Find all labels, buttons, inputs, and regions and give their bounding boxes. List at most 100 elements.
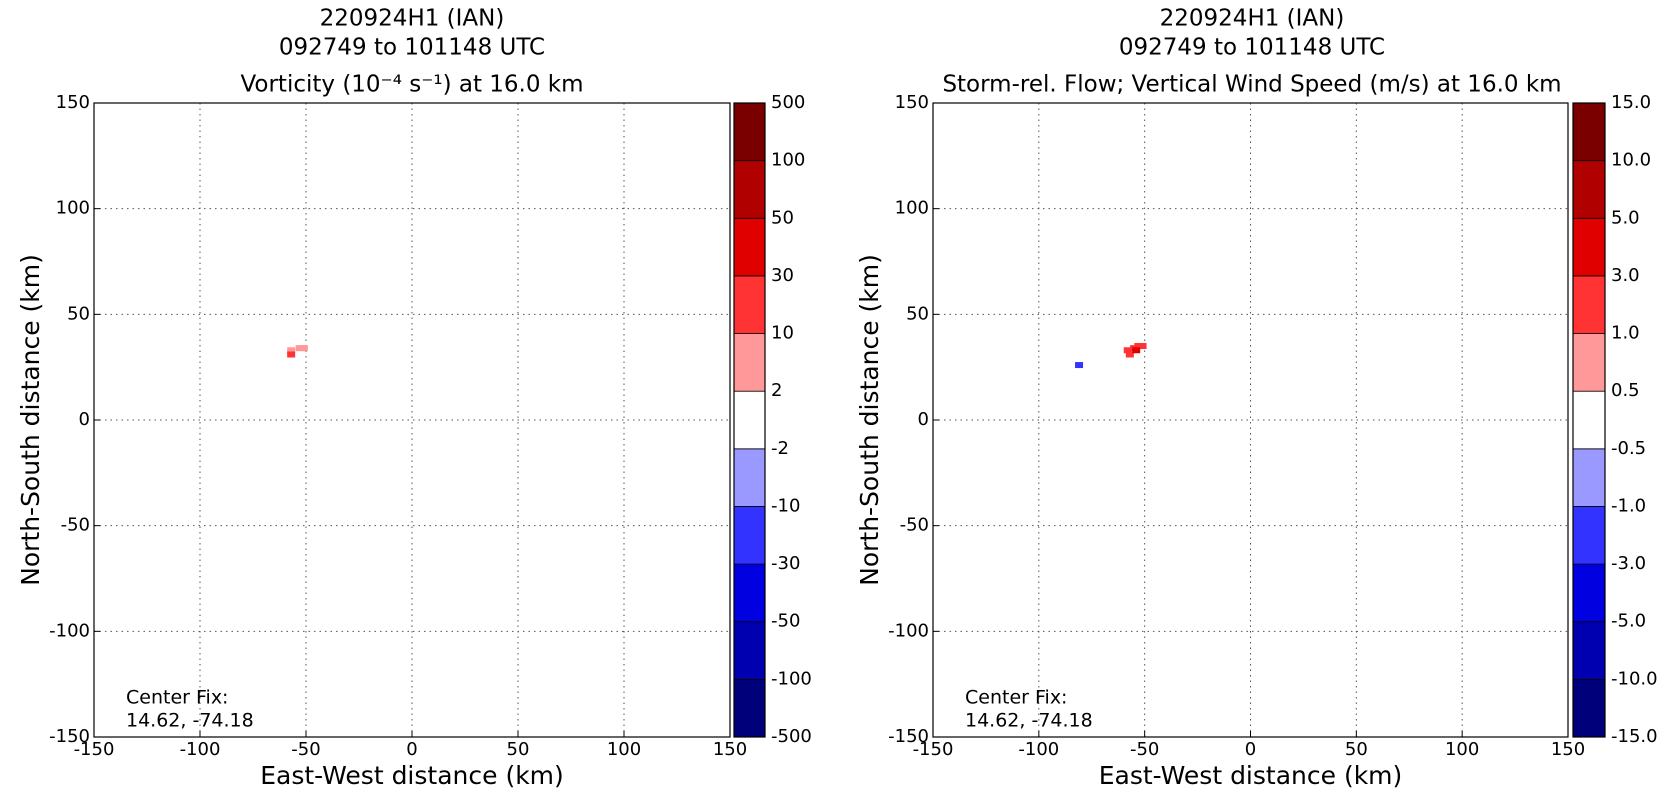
y-tick-label: -150 (49, 726, 90, 747)
y-tick-label: -100 (888, 620, 929, 641)
colorbar-tick-label: -2 (771, 438, 789, 459)
x-tick-label: -150 (913, 739, 954, 760)
colorbar-segment (733, 506, 766, 565)
y-tick-label: 100 (895, 198, 929, 219)
colorbar-segment (733, 102, 766, 162)
y-tick-label: 150 (56, 92, 90, 113)
colorbar-tick-label: 2 (771, 380, 782, 401)
data-cell (1075, 362, 1084, 369)
data-cell (1125, 351, 1134, 358)
data-cell (1132, 347, 1141, 354)
colorbar-tick-label: 30 (771, 265, 794, 286)
x-tick-label: -100 (180, 739, 221, 760)
colorbar-segment (733, 275, 766, 334)
colorbar-segment (733, 448, 766, 507)
chart-title: Vorticity (10⁻⁴ s⁻¹) at 16.0 km (240, 72, 583, 98)
y-tick-label: 150 (895, 92, 929, 113)
colorbar-segment (1572, 621, 1606, 680)
x-tick-label: 0 (1245, 739, 1256, 760)
x-tick-label: 0 (406, 739, 417, 760)
colorbar-tick-label: 500 (771, 92, 805, 113)
colorbar-frame (1572, 102, 1606, 738)
colorbar-tick-label: -30 (771, 553, 800, 574)
chart-title: 092749 to 101148 UTC (279, 35, 545, 61)
x-tick-label: 100 (1445, 739, 1479, 760)
chart-title: 092749 to 101148 UTC (1119, 35, 1385, 61)
colorbar-tick-label: 10 (771, 323, 794, 344)
y-tick-label: -50 (61, 515, 90, 536)
colorbar-tick-label: -0.5 (1611, 438, 1646, 459)
y-axis-label: North-South distance (km) (855, 254, 884, 586)
chart-title: 220924H1 (IAN) (320, 6, 505, 32)
colorbar-tick-label: -10.0 (1611, 668, 1658, 689)
annotation: Center Fix: (965, 687, 1067, 709)
chart-title: 220924H1 (IAN) (1160, 6, 1345, 32)
colorbar-segment (1572, 217, 1606, 277)
y-tick-label: 100 (56, 198, 90, 219)
colorbar-tick-label: -50 (771, 611, 800, 632)
colorbar-segment (1572, 506, 1606, 565)
x-tick-label: 150 (713, 739, 747, 760)
plot-frame (93, 102, 731, 738)
colorbar-tick-label: -1.0 (1611, 495, 1646, 516)
colorbar-segment (733, 678, 766, 738)
y-tick-label: -100 (49, 620, 90, 641)
colorbar-tick-label: 0.5 (1611, 380, 1640, 401)
x-tick-label: 50 (507, 739, 530, 760)
x-axis-label: East-West distance (km) (1099, 761, 1403, 790)
colorbar-tick-label: -15.0 (1611, 726, 1658, 747)
colorbar-tick-label: 10.0 (1611, 150, 1651, 171)
colorbar-tick-label: 15.0 (1611, 92, 1651, 113)
colorbar-segment (733, 333, 766, 392)
colorbar-segment (1572, 390, 1606, 450)
data-cell (299, 345, 308, 352)
colorbar-segment (733, 390, 766, 450)
data-cell (287, 347, 296, 354)
colorbar-segment (1572, 678, 1606, 738)
data-cell (1138, 343, 1147, 350)
colorbar-tick-label: 50 (771, 207, 794, 228)
colorbar-segment (1572, 102, 1606, 162)
plot-area (94, 103, 730, 737)
y-axis-label: North-South distance (km) (16, 254, 45, 586)
colorbar-tick-label: 5.0 (1611, 207, 1640, 228)
annotation: Center Fix: (126, 687, 228, 709)
colorbar-tick-label: -10 (771, 495, 800, 516)
colorbar-tick-label: -500 (771, 726, 812, 747)
annotation: 14.62, -74.18 (126, 710, 254, 732)
colorbar-segment (1572, 448, 1606, 507)
x-tick-label: -150 (74, 739, 115, 760)
y-tick-label: 0 (918, 409, 929, 430)
colorbar-segment (1572, 333, 1606, 392)
y-tick-label: -50 (900, 515, 929, 536)
data-cell (1134, 343, 1143, 350)
chart-title: Storm-rel. Flow; Vertical Wind Speed (m/… (942, 72, 1561, 98)
colorbar-segment (733, 621, 766, 680)
colorbar-segment (733, 217, 766, 277)
colorbar-segment (1572, 563, 1606, 623)
y-tick-label: 0 (79, 409, 90, 430)
colorbar-tick-label: -5.0 (1611, 611, 1646, 632)
y-tick-label: -150 (888, 726, 929, 747)
x-tick-label: -50 (291, 739, 320, 760)
y-tick-label: 50 (67, 303, 90, 324)
colorbar-tick-label: 1.0 (1611, 323, 1640, 344)
colorbar-tick-label: 100 (771, 150, 805, 171)
colorbar-segment (733, 563, 766, 623)
x-tick-label: -50 (1130, 739, 1159, 760)
colorbar-tick-label: 3.0 (1611, 265, 1640, 286)
plot-frame (932, 102, 1569, 738)
x-tick-label: 150 (1551, 739, 1585, 760)
x-tick-label: 100 (607, 739, 641, 760)
colorbar-segment (1572, 160, 1606, 219)
data-cell (1123, 347, 1132, 354)
x-axis-label: East-West distance (km) (260, 761, 564, 790)
colorbar-tick-label: -100 (771, 668, 812, 689)
data-cell (295, 345, 304, 352)
y-tick-label: 50 (906, 303, 929, 324)
colorbar-segment (733, 160, 766, 219)
data-cell (287, 351, 296, 358)
colorbar-frame (733, 102, 766, 738)
